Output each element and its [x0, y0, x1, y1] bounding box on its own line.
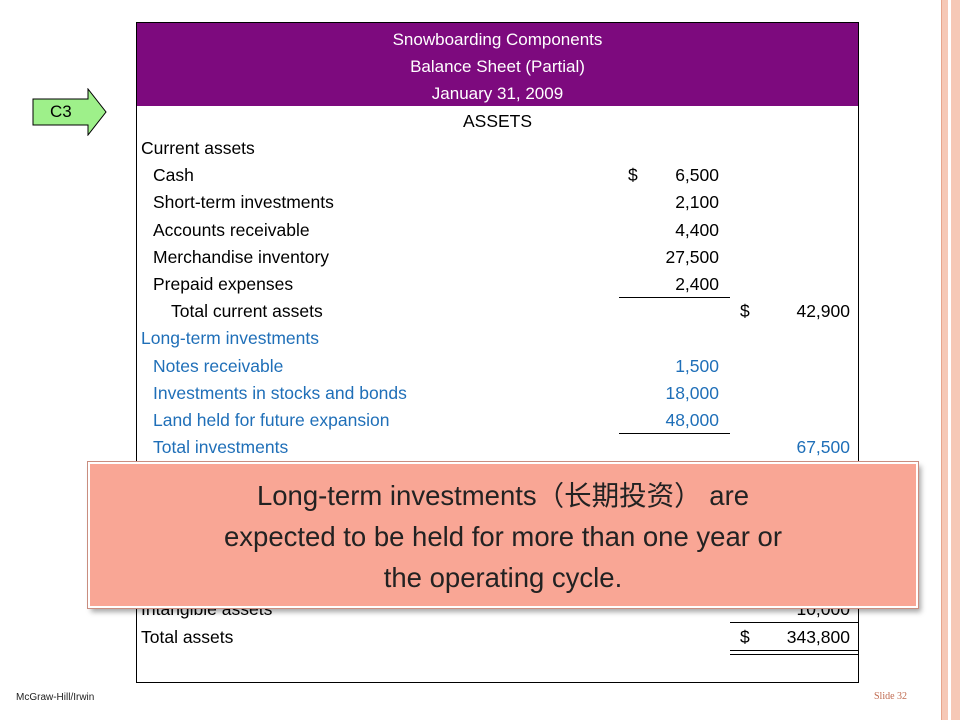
row-dollar-sign: $: [628, 165, 638, 186]
total-assets-double-underline: [730, 650, 859, 655]
callout-line: the operating cycle.: [383, 562, 623, 593]
tag-label: C3: [50, 102, 72, 121]
row-label: Total assets: [141, 627, 234, 647]
current-assets-underline: [619, 297, 730, 298]
table-row: Total current assets $42,900: [137, 298, 858, 325]
tag-arrow-icon: [32, 88, 107, 136]
table-row: Total investments 67,500: [137, 434, 858, 461]
slide-right-border: [941, 0, 960, 720]
objective-tag-c3: C3: [32, 88, 108, 136]
table-row: Investments in stocks and bonds 18,000: [137, 380, 858, 407]
row-value: 6,500: [675, 165, 719, 186]
row-label: Notes receivable: [153, 355, 284, 376]
publisher-footer: McGraw-Hill/Irwin: [16, 692, 95, 703]
row-label: Merchandise inventory: [153, 246, 330, 267]
row-total-value: 67,500: [796, 437, 850, 458]
table-row: Land held for future expansion 48,000: [137, 407, 858, 434]
table-row: Notes receivable 1,500: [137, 353, 858, 380]
statement-date: January 31, 2009: [431, 84, 564, 103]
sheet-header-band: Snowboarding Components Balance Sheet (P…: [137, 23, 858, 106]
row-label: Investments in stocks and bonds: [153, 382, 407, 403]
row-total-value: 42,900: [796, 301, 850, 322]
table-row-total-assets: Total assets $ 343,800: [137, 624, 858, 651]
table-row: Cash $6,500: [137, 162, 858, 189]
row-label: Short-term investments: [153, 192, 334, 213]
slide-number: Slide 32: [874, 691, 908, 702]
row-label: Total investments: [153, 437, 289, 458]
intangible-underline: [730, 622, 859, 623]
row-total-dollar: $: [740, 627, 750, 647]
assets-heading-row: ASSETS: [137, 108, 858, 135]
row-value: 27,500: [665, 246, 719, 267]
row-total-dollar: $: [740, 301, 750, 322]
assets-heading: ASSETS: [462, 111, 533, 131]
table-row: Prepaid expenses 2,400: [137, 271, 858, 298]
row-value: 2,400: [675, 274, 719, 294]
table-row: Current assets: [137, 135, 858, 162]
row-value: 1,500: [675, 355, 719, 376]
row-value: 18,000: [665, 382, 719, 403]
table-row: Merchandise inventory 27,500: [137, 244, 858, 271]
table-row: Accounts receivable 4,400: [137, 217, 858, 244]
row-label: Long-term investments: [141, 328, 319, 349]
investments-underline: [619, 433, 730, 434]
row-value: 2,100: [675, 192, 719, 213]
row-value: 4,400: [675, 219, 719, 240]
callout-line: expected to be held for more than one ye…: [224, 521, 782, 552]
row-label: Accounts receivable: [153, 219, 310, 240]
row-value: 48,000: [665, 410, 719, 430]
row-total-value: 343,800: [786, 627, 850, 647]
table-row: Short-term investments 2,100: [137, 189, 858, 216]
row-label: Land held for future expansion: [153, 410, 390, 430]
table-row: Long-term investments: [137, 325, 858, 352]
company-name: Snowboarding Components: [392, 30, 603, 49]
statement-title: Balance Sheet (Partial): [410, 57, 585, 76]
row-label: Current assets: [141, 138, 255, 158]
callout-box: Long-term investments（长期投资） are expected…: [88, 462, 918, 608]
callout-line: Long-term investments（长期投资） are: [256, 480, 750, 511]
row-label: Total current assets: [171, 301, 323, 322]
row-label: Cash: [153, 165, 194, 186]
row-label: Prepaid expenses: [153, 274, 294, 294]
